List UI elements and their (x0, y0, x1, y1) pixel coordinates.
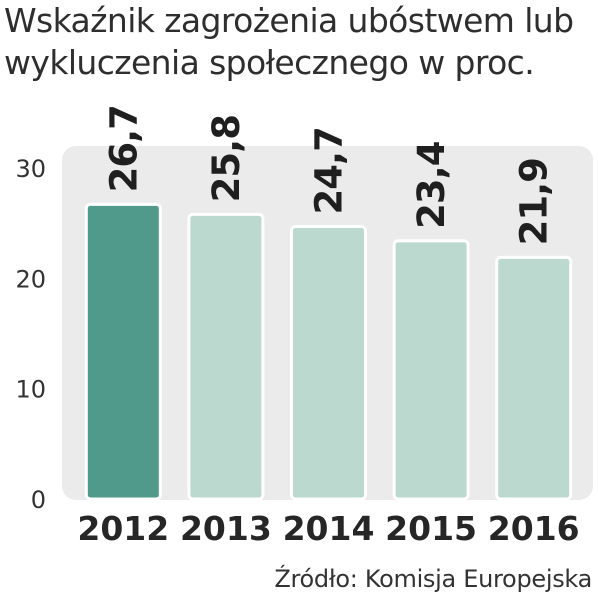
y-tick-label: 0 (31, 486, 46, 514)
y-tick-label: 20 (15, 265, 46, 293)
bar (495, 255, 573, 501)
bar-value-label: 26,7 (102, 105, 145, 192)
x-tick-label: 2014 (283, 509, 375, 548)
x-tick-label: 2013 (180, 509, 272, 548)
source-note: Źródło: Komisja Europejska (274, 565, 592, 593)
bar (187, 212, 265, 501)
y-tick-label: 10 (15, 376, 46, 404)
title-line-2: wykluczenia społecznego w proc. (4, 43, 535, 82)
x-tick-label: 2016 (488, 509, 580, 548)
bar (84, 202, 162, 501)
bar-value-label: 23,4 (410, 141, 453, 229)
chart-title: Wskaźnik zagrożenia ubóstwem lub wyklucz… (4, 0, 594, 84)
bar-value-label: 24,7 (308, 127, 351, 214)
x-tick-label: 2015 (385, 509, 477, 548)
bar (392, 239, 470, 501)
x-tick-label: 2012 (77, 509, 169, 548)
title-line-1: Wskaźnik zagrożenia ubóstwem lub (4, 1, 574, 40)
bar-value-label: 25,8 (205, 115, 248, 202)
bar (290, 224, 367, 501)
y-tick-label: 30 (15, 155, 46, 183)
bar-value-label: 21,9 (513, 158, 556, 245)
